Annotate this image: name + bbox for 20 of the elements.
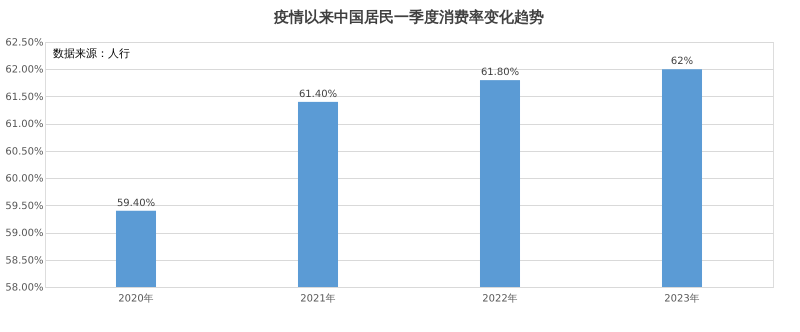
data-label: 59.40%	[116, 198, 156, 209]
data-label: 61.80%	[480, 67, 520, 78]
x-tick-label: 2023年	[664, 292, 700, 304]
data-label: 62%	[670, 56, 694, 68]
y-tick-label: 60.00%	[5, 174, 44, 185]
annotation: 数据来源：人行	[53, 47, 130, 60]
x-tick-label: 2020年	[118, 292, 154, 304]
y-tick-label: 61.50%	[5, 92, 44, 103]
y-tick-label: 59.00%	[5, 228, 44, 240]
chart-title: 疫情以来中国居民一季度消费率变化趋势	[273, 8, 544, 26]
y-tick-label: 59.50%	[5, 200, 44, 212]
x-tick-label: 2022年	[482, 292, 518, 304]
data-label: 61.40%	[298, 88, 338, 100]
y-tick-label: 61.00%	[5, 119, 44, 130]
y-tick-label: 62.00%	[5, 64, 44, 76]
y-tick-label: 62.50%	[5, 38, 44, 48]
x-tick-label: 2021年	[300, 292, 336, 304]
y-tick-label: 58.50%	[5, 255, 44, 266]
y-tick-label: 60.50%	[5, 146, 44, 158]
y-tick-label: 58.00%	[5, 282, 44, 294]
